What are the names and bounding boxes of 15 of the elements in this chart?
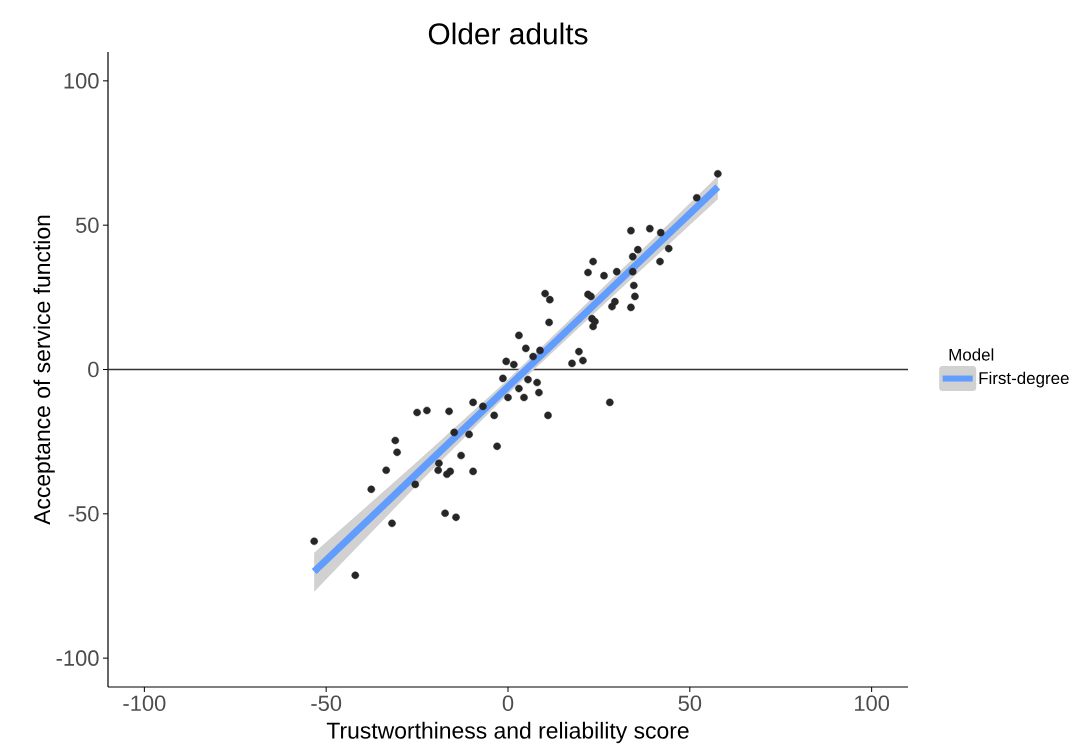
x-tick-label: -100 xyxy=(123,695,166,712)
y-tick-label: -100 xyxy=(56,650,99,666)
x-axis-title: Trustworthiness and reliability score xyxy=(326,721,689,744)
y-tick-label: 0 xyxy=(88,361,99,378)
y-tick-label: 50 xyxy=(75,217,99,233)
legend-label: First-degree xyxy=(979,371,1069,388)
y-axis-title: Acceptance of service function xyxy=(33,215,55,525)
x-tick-label: 0 xyxy=(502,695,514,712)
y-tick-label: -50 xyxy=(68,506,99,522)
y-tick-label: 100 xyxy=(64,73,99,89)
x-tick-label: 100 xyxy=(855,695,890,712)
chart-title: Older adults xyxy=(428,22,588,45)
legend-title: Model xyxy=(949,348,994,361)
x-tick-label: 50 xyxy=(678,695,702,712)
x-tick-label: -50 xyxy=(311,695,342,712)
